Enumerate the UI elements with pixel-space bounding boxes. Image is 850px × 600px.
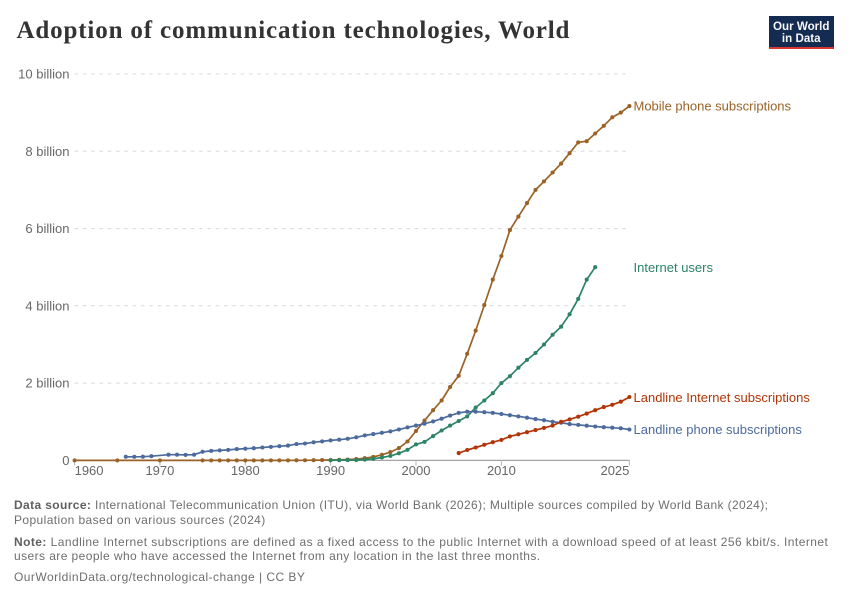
- svg-text:8 billion: 8 billion: [25, 144, 69, 159]
- svg-text:1980: 1980: [231, 463, 260, 478]
- svg-text:1970: 1970: [145, 463, 174, 478]
- svg-text:Landline phone subscriptions: Landline phone subscriptions: [634, 422, 803, 437]
- svg-text:Landline Internet subscription: Landline Internet subscriptions: [634, 390, 811, 405]
- svg-text:10 billion: 10 billion: [18, 67, 69, 82]
- svg-text:Mobile phone subscriptions: Mobile phone subscriptions: [634, 98, 792, 113]
- svg-text:2000: 2000: [402, 463, 431, 478]
- svg-text:Internet users: Internet users: [634, 260, 714, 275]
- svg-text:2025: 2025: [600, 463, 629, 478]
- svg-text:1960: 1960: [75, 463, 104, 478]
- svg-text:1990: 1990: [316, 463, 345, 478]
- svg-text:2010: 2010: [487, 463, 516, 478]
- svg-text:2 billion: 2 billion: [25, 376, 69, 391]
- svg-text:4 billion: 4 billion: [25, 298, 69, 313]
- svg-text:6 billion: 6 billion: [25, 221, 69, 236]
- svg-text:0: 0: [62, 453, 69, 468]
